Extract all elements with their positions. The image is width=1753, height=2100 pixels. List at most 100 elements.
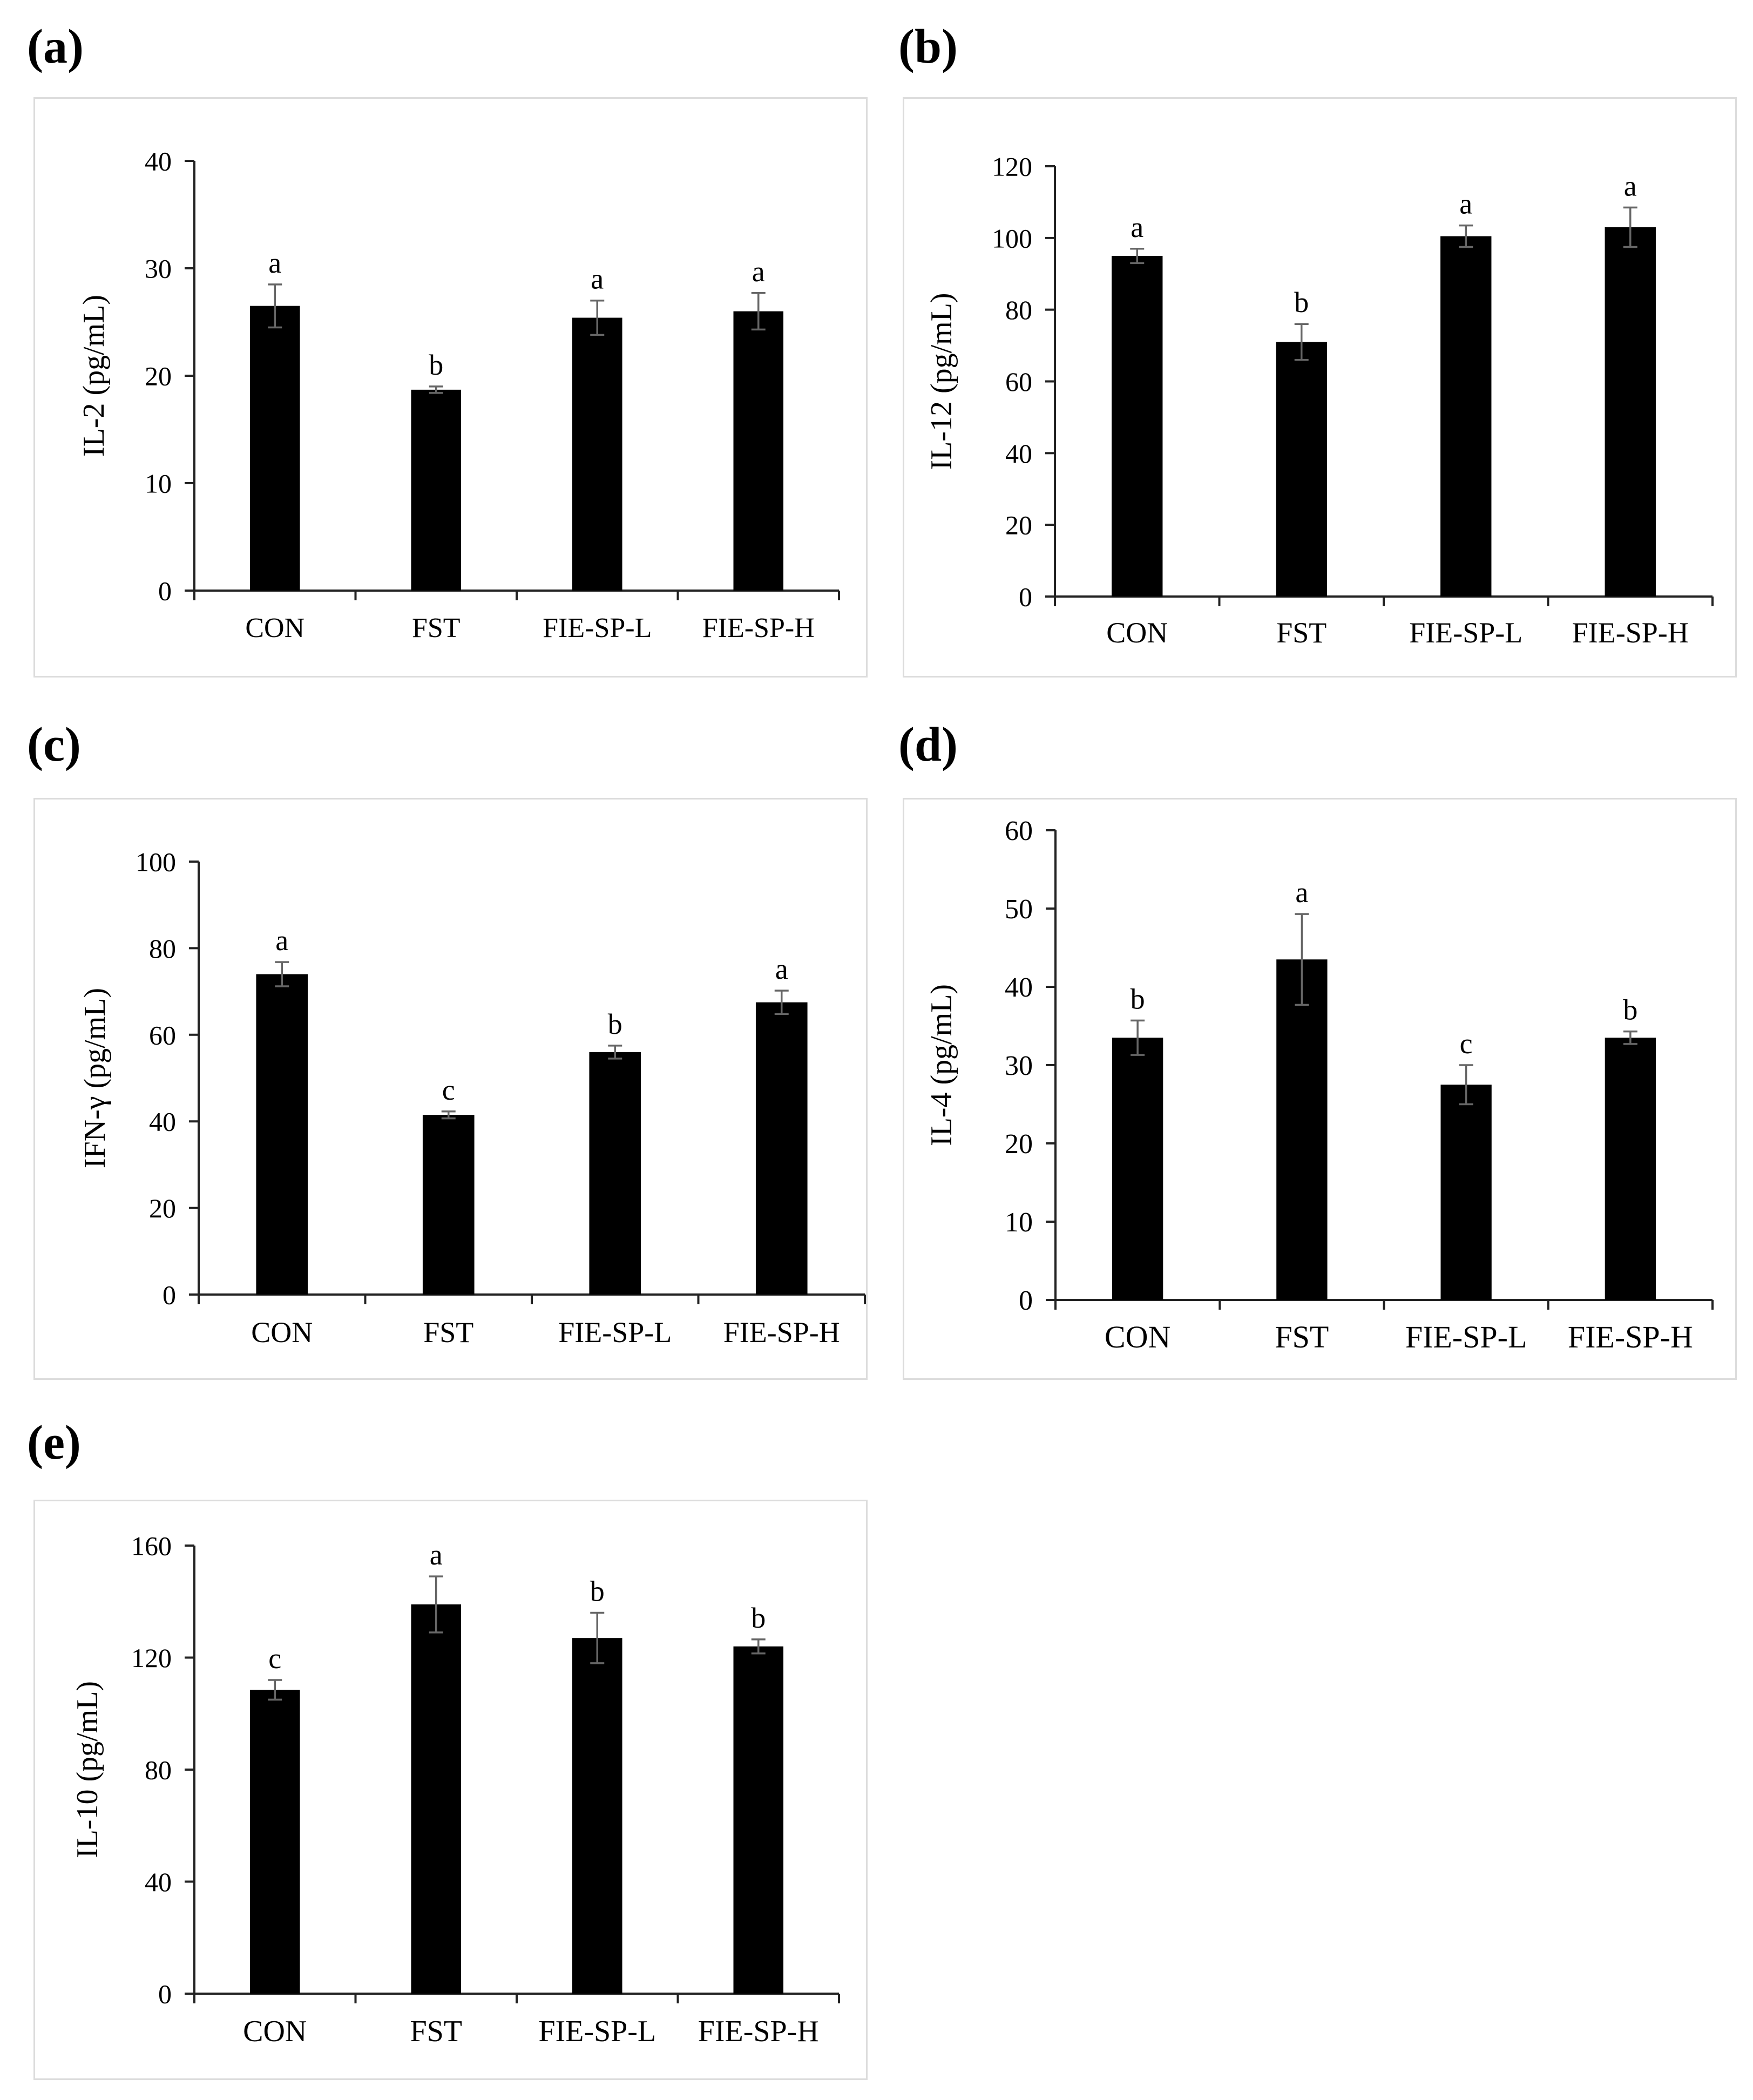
significance-letter: c bbox=[268, 1642, 281, 1675]
panel-label-b: (b) bbox=[898, 20, 958, 73]
y-tick-label: 0 bbox=[1019, 582, 1032, 612]
bar bbox=[1440, 236, 1492, 597]
x-category-label: FIE-SP-H bbox=[1572, 617, 1689, 649]
chart-il-10: 0 40 80 120 160 IL-10 (pg/mL) c CON a FST b FIE-SP-… bbox=[71, 1531, 840, 2048]
significance-letter: a bbox=[1295, 876, 1308, 909]
y-tick-label: 60 bbox=[149, 1020, 176, 1050]
significance-letter: a bbox=[591, 263, 604, 295]
x-category-label: CON bbox=[1106, 617, 1168, 649]
panel-label-c: (c) bbox=[27, 718, 81, 771]
significance-letter: c bbox=[442, 1074, 455, 1106]
x-category-label: FST bbox=[1275, 1319, 1329, 1354]
bar bbox=[249, 1690, 300, 1994]
x-category-label: CON bbox=[243, 2015, 307, 2048]
y-tick-label: 60 bbox=[1005, 367, 1032, 397]
x-category-label: FIE-SP-H bbox=[702, 613, 815, 643]
bar bbox=[256, 974, 308, 1295]
significance-letter: c bbox=[1460, 1027, 1473, 1060]
chart-ifn-gamma: 0 20 40 60 80 100 IFN-γ (pg/mL) a CON c FST b FIE-SP… bbox=[78, 847, 866, 1349]
x-category-label: FIE-SP-H bbox=[723, 1316, 840, 1349]
chart-frame-c bbox=[33, 798, 868, 1380]
y-axis-label: IL-2 (pg/mL) bbox=[77, 295, 111, 457]
y-axis-label: IL-4 (pg/mL) bbox=[925, 984, 958, 1146]
bar bbox=[1112, 256, 1163, 597]
significance-letter: b bbox=[751, 1602, 766, 1634]
y-tick-label: 20 bbox=[149, 1193, 176, 1223]
y-tick-label: 50 bbox=[1005, 894, 1033, 925]
significance-letter: a bbox=[775, 953, 788, 985]
significance-letter: b bbox=[1623, 994, 1637, 1026]
y-tick-label: 80 bbox=[145, 1755, 172, 1785]
chart-il-4: 0 10 20 30 40 50 60 IL-4 (pg/mL) b CON a FST c FIE-SP… bbox=[925, 816, 1714, 1354]
y-tick-label: 100 bbox=[992, 223, 1032, 253]
y-tick-label: 40 bbox=[145, 146, 172, 177]
y-tick-label: 0 bbox=[158, 576, 172, 606]
panel-label-d: (d) bbox=[898, 718, 958, 771]
y-tick-label: 40 bbox=[145, 1867, 172, 1897]
significance-letter: b bbox=[429, 349, 443, 381]
significance-letter: b bbox=[590, 1575, 605, 1608]
y-tick-label: 40 bbox=[1005, 972, 1033, 1003]
significance-letter: a bbox=[430, 1539, 443, 1571]
y-tick-label: 80 bbox=[149, 933, 176, 964]
y-tick-label: 0 bbox=[163, 1280, 176, 1310]
significance-letter: a bbox=[1131, 211, 1143, 243]
significance-letter: a bbox=[1624, 170, 1637, 202]
y-tick-label: 120 bbox=[992, 152, 1032, 182]
bar bbox=[1605, 227, 1656, 597]
x-category-label: FST bbox=[1276, 617, 1326, 649]
x-category-label: FIE-SP-L bbox=[538, 2015, 656, 2048]
significance-letter: a bbox=[275, 924, 288, 957]
y-tick-label: 20 bbox=[1005, 1129, 1033, 1160]
y-tick-label: 120 bbox=[131, 1643, 172, 1673]
x-category-label: CON bbox=[251, 1316, 313, 1349]
bar bbox=[1605, 1038, 1656, 1300]
bar bbox=[411, 1604, 462, 1994]
significance-letter: b bbox=[1131, 983, 1145, 1015]
x-category-label: FST bbox=[423, 1316, 473, 1349]
x-category-label: FST bbox=[412, 613, 461, 643]
bar bbox=[422, 1115, 475, 1295]
y-tick-label: 0 bbox=[158, 1979, 172, 2009]
x-category-label: FIE-SP-L bbox=[558, 1316, 672, 1349]
y-tick-label: 40 bbox=[1005, 438, 1032, 469]
significance-letter: b bbox=[608, 1008, 622, 1040]
bar bbox=[249, 306, 300, 591]
chart-il-2: 0 10 20 30 40 IL-2 (pg/mL) a CON b FST a FIE-SP-L a F… bbox=[77, 146, 840, 643]
y-tick-label: 30 bbox=[1005, 1051, 1033, 1081]
bar bbox=[1112, 1038, 1163, 1300]
x-category-label: FIE-SP-L bbox=[543, 613, 652, 643]
x-category-label: FIE-SP-H bbox=[698, 2015, 819, 2048]
bar bbox=[572, 317, 622, 591]
significance-letter: b bbox=[1294, 286, 1309, 319]
y-tick-label: 10 bbox=[145, 469, 172, 499]
y-tick-label: 10 bbox=[1005, 1207, 1033, 1238]
y-tick-label: 60 bbox=[1005, 816, 1033, 846]
bar bbox=[1276, 342, 1327, 597]
bar bbox=[1440, 1085, 1492, 1300]
chart-il-12: 0 20 40 60 80 100 120 IL-12 (pg/mL) a CON b FST a FIE… bbox=[925, 152, 1714, 649]
y-tick-label: 160 bbox=[131, 1531, 172, 1561]
x-category-label: FIE-SP-L bbox=[1405, 1319, 1527, 1354]
panel-label-a: (a) bbox=[27, 20, 84, 73]
y-tick-label: 20 bbox=[1005, 510, 1032, 540]
x-category-label: CON bbox=[245, 613, 304, 643]
bar bbox=[733, 311, 784, 591]
y-tick-label: 100 bbox=[136, 847, 176, 877]
x-category-label: FIE-SP-L bbox=[1409, 617, 1522, 649]
panel-label-e: (e) bbox=[27, 1416, 81, 1469]
y-axis-label: IFN-γ (pg/mL) bbox=[78, 988, 112, 1168]
bar bbox=[755, 1002, 808, 1295]
y-axis-label: IL-10 (pg/mL) bbox=[71, 1681, 104, 1858]
y-axis-label: IL-12 (pg/mL) bbox=[925, 293, 958, 470]
significance-letter: a bbox=[268, 247, 281, 279]
x-category-label: FIE-SP-H bbox=[1568, 1319, 1693, 1354]
significance-letter: a bbox=[1459, 188, 1472, 220]
y-tick-label: 40 bbox=[149, 1107, 176, 1137]
bar bbox=[589, 1052, 641, 1295]
bar bbox=[572, 1638, 622, 1994]
bar bbox=[411, 389, 462, 591]
y-tick-label: 30 bbox=[145, 254, 172, 284]
x-category-label: FST bbox=[410, 2015, 463, 2048]
y-tick-label: 80 bbox=[1005, 295, 1032, 325]
